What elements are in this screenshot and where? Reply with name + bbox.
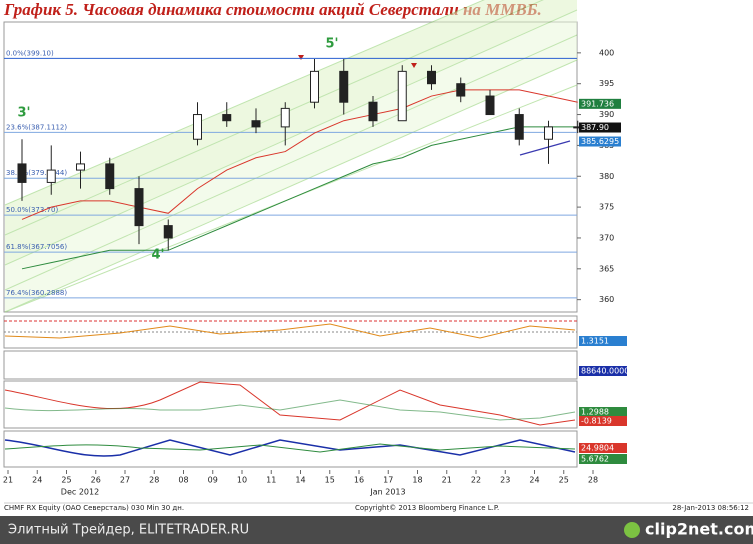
x-tick-label: 28 — [588, 476, 598, 485]
x-tick-label: 21 — [3, 476, 13, 485]
indicator-label: 88640.0000 — [581, 367, 629, 376]
candle-body — [485, 95, 495, 116]
moving-average — [21, 126, 578, 270]
footer-left: CHMF RX Equity (OAO Северсталь) 030 Min … — [4, 504, 184, 512]
moving-average — [21, 89, 578, 220]
last-value-label: 391.736 — [581, 99, 614, 108]
candle-body — [17, 163, 27, 183]
page-title: График 5. Часовая динамика стоимости акц… — [3, 0, 542, 19]
x-tick-label: 28 — [149, 476, 159, 485]
candle-body — [427, 70, 436, 85]
candle-body — [368, 101, 378, 122]
candle-body — [76, 163, 85, 171]
candle-body — [397, 70, 407, 122]
x-tick-label: 09 — [208, 476, 218, 485]
candle-body — [339, 70, 349, 103]
logo-icon — [624, 522, 640, 538]
indicator-label: -0.8139 — [581, 417, 612, 426]
x-tick-label: 21 — [442, 476, 452, 485]
candle-body — [193, 114, 202, 140]
last-value-box — [579, 98, 621, 109]
x-tick-label: 11 — [266, 476, 276, 485]
candle-body — [544, 126, 553, 140]
fib-label: 50.0%(373.70) — [6, 206, 58, 214]
indicator-panels — [3, 315, 578, 468]
wave-label: 5' — [325, 37, 338, 52]
watermark-left: Элитный Трейдер, ELITETRADER.RU — [8, 523, 249, 538]
month-label: Jan 2013 — [369, 488, 405, 497]
y-tick-label: 395 — [599, 79, 614, 88]
indicator-box — [579, 416, 627, 426]
x-tick-label: 26 — [91, 476, 101, 485]
wave-label: 3' — [17, 106, 30, 121]
indicator-box — [579, 366, 627, 376]
x-tick-label: 14 — [295, 476, 305, 485]
indicator-box — [579, 336, 627, 346]
candle-body — [222, 114, 232, 122]
y-tick-label: 380 — [599, 172, 614, 181]
footer-center: Copyright© 2013 Bloomberg Finance L.P. — [355, 504, 499, 512]
indicator-box — [579, 407, 627, 417]
candle-body — [134, 188, 144, 227]
month-label: Dec 2012 — [61, 488, 99, 497]
last-value-label: 387.90 — [581, 123, 609, 132]
x-tick-label: 16 — [354, 476, 364, 485]
y-tick-label: 360 — [599, 295, 614, 304]
indicator-label: 24.9804 — [581, 444, 614, 453]
x-tick-label: 23 — [500, 476, 510, 485]
candle-body — [46, 169, 56, 183]
x-tick-label: 22 — [471, 476, 481, 485]
x-tick-label: 08 — [178, 476, 188, 485]
y-tick-label: 400 — [599, 48, 614, 57]
candle-body — [456, 83, 466, 97]
x-tick-label: 24 — [529, 476, 539, 485]
last-value-box — [579, 122, 621, 133]
marker — [298, 55, 304, 60]
indicator-box — [579, 454, 627, 464]
x-tick-label: 15 — [325, 476, 335, 485]
x-tick-label: 24 — [32, 476, 42, 485]
x-tick-label: 25 — [61, 476, 71, 485]
fib-label: 61.8%(367.7056) — [6, 243, 67, 251]
y-tick-label: 365 — [599, 264, 614, 273]
x-tick-label: 25 — [559, 476, 569, 485]
fib-label: 38.2%(379.6844) — [6, 169, 67, 177]
candle-body — [163, 225, 173, 239]
support-line — [519, 140, 571, 156]
footer-right: 28-Jan-2013 08:56:12 — [672, 504, 749, 512]
fib-label: 23.6%(387.1112) — [6, 123, 67, 131]
y-tick-label: 375 — [599, 203, 614, 212]
last-value-label: 385.6295 — [581, 137, 619, 146]
candle-body — [514, 114, 524, 140]
indicator-box — [579, 443, 627, 453]
indicator-label: 1.3151 — [581, 337, 609, 346]
x-tick-label: 17 — [383, 476, 393, 485]
fib-label: 76.4%(360.2888) — [6, 289, 67, 297]
x-tick-label: 18 — [412, 476, 422, 485]
x-tick-label: 10 — [237, 476, 247, 485]
x-tick-label: 27 — [120, 476, 130, 485]
y-tick-label: 390 — [599, 110, 614, 119]
fib-label: 0.0%(399.10) — [6, 49, 54, 57]
watermark-right: clip2net.com — [645, 520, 753, 539]
candle-body — [105, 163, 115, 190]
indicator-label: 5.6762 — [581, 455, 609, 464]
candle-body — [251, 120, 261, 128]
last-value-box — [579, 136, 621, 147]
marker — [411, 63, 417, 68]
indicator-label: 1.2988 — [581, 408, 609, 417]
candle-body — [310, 70, 319, 103]
wave-label: 4' — [151, 248, 164, 263]
candle-body — [280, 107, 290, 128]
y-tick-label: 370 — [599, 233, 614, 242]
